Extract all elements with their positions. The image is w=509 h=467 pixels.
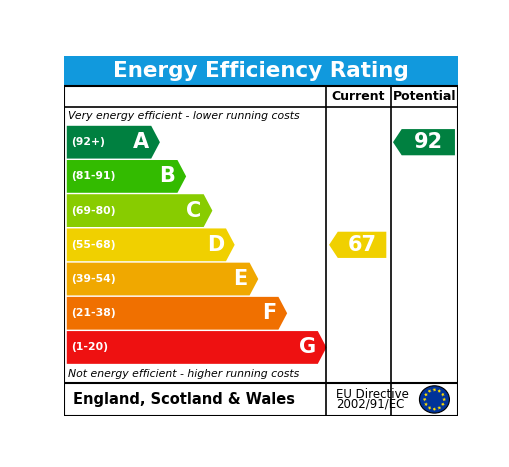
Text: (21-38): (21-38) (71, 308, 116, 318)
Text: E: E (234, 269, 247, 289)
Polygon shape (67, 297, 287, 330)
Polygon shape (67, 160, 186, 193)
Polygon shape (67, 194, 212, 227)
Polygon shape (424, 393, 428, 396)
Text: (92+): (92+) (71, 137, 105, 147)
Circle shape (419, 386, 449, 413)
Text: D: D (207, 235, 224, 255)
Text: 2002/91/EC: 2002/91/EC (336, 398, 404, 411)
Polygon shape (432, 388, 436, 392)
Text: EU Directive: EU Directive (336, 388, 409, 401)
Polygon shape (442, 397, 446, 401)
Polygon shape (428, 406, 431, 410)
Text: Energy Efficiency Rating: Energy Efficiency Rating (113, 61, 409, 81)
Text: 92: 92 (414, 132, 443, 152)
Polygon shape (422, 398, 427, 402)
Polygon shape (67, 126, 160, 159)
Polygon shape (428, 389, 432, 393)
Polygon shape (67, 331, 326, 364)
Polygon shape (441, 403, 445, 406)
Text: G: G (299, 338, 316, 357)
Polygon shape (438, 389, 441, 393)
Polygon shape (441, 393, 445, 396)
Polygon shape (67, 228, 235, 261)
Polygon shape (424, 402, 428, 406)
Polygon shape (437, 406, 441, 410)
Polygon shape (67, 262, 258, 296)
Text: C: C (186, 201, 202, 220)
Text: England, Scotland & Wales: England, Scotland & Wales (73, 392, 296, 407)
Polygon shape (329, 232, 386, 258)
Text: F: F (262, 303, 276, 323)
Text: Current: Current (332, 90, 385, 103)
Text: Potential: Potential (393, 90, 457, 103)
Text: (69-80): (69-80) (71, 205, 116, 216)
Polygon shape (393, 129, 455, 156)
Polygon shape (433, 407, 437, 411)
Text: Not energy efficient - higher running costs: Not energy efficient - higher running co… (68, 369, 300, 379)
Text: (1-20): (1-20) (71, 342, 108, 353)
Text: (39-54): (39-54) (71, 274, 116, 284)
Text: B: B (160, 166, 176, 186)
Text: (55-68): (55-68) (71, 240, 116, 250)
Bar (64, 56, 458, 85)
Text: (81-91): (81-91) (71, 171, 116, 181)
Text: Very energy efficient - lower running costs: Very energy efficient - lower running co… (68, 112, 300, 121)
Text: 67: 67 (348, 235, 377, 255)
Text: A: A (133, 132, 149, 152)
